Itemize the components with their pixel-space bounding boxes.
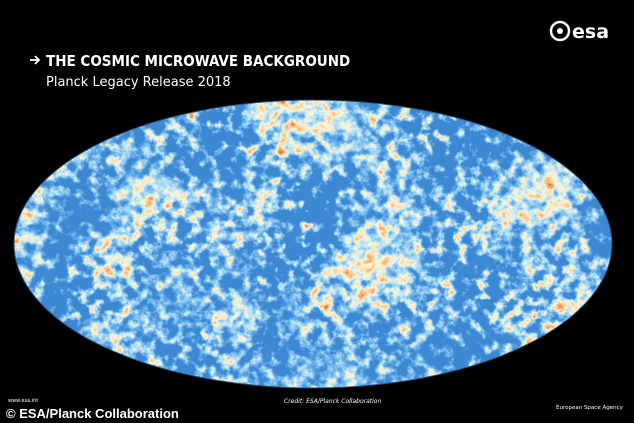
subtitle: Planck Legacy Release 2018: [46, 75, 231, 90]
arrow-icon: [30, 55, 41, 65]
title: THE COSMIC MICROWAVE BACKGROUND: [46, 52, 350, 70]
esa-logo: esa: [549, 20, 609, 43]
logo-text: esa: [572, 21, 609, 43]
cmb-texture: [14, 100, 612, 388]
agency: European Space Agency: [556, 405, 624, 411]
credit: Credit: ESA/Planck Collaboration: [284, 398, 381, 405]
website: www.esa.int: [8, 398, 38, 404]
logo-dot: [557, 28, 563, 34]
logo-mark: [549, 20, 571, 42]
copyright: © ESA/Planck Collaboration: [6, 406, 179, 421]
map-outline: [13, 99, 613, 389]
sky-map: [14, 100, 612, 388]
